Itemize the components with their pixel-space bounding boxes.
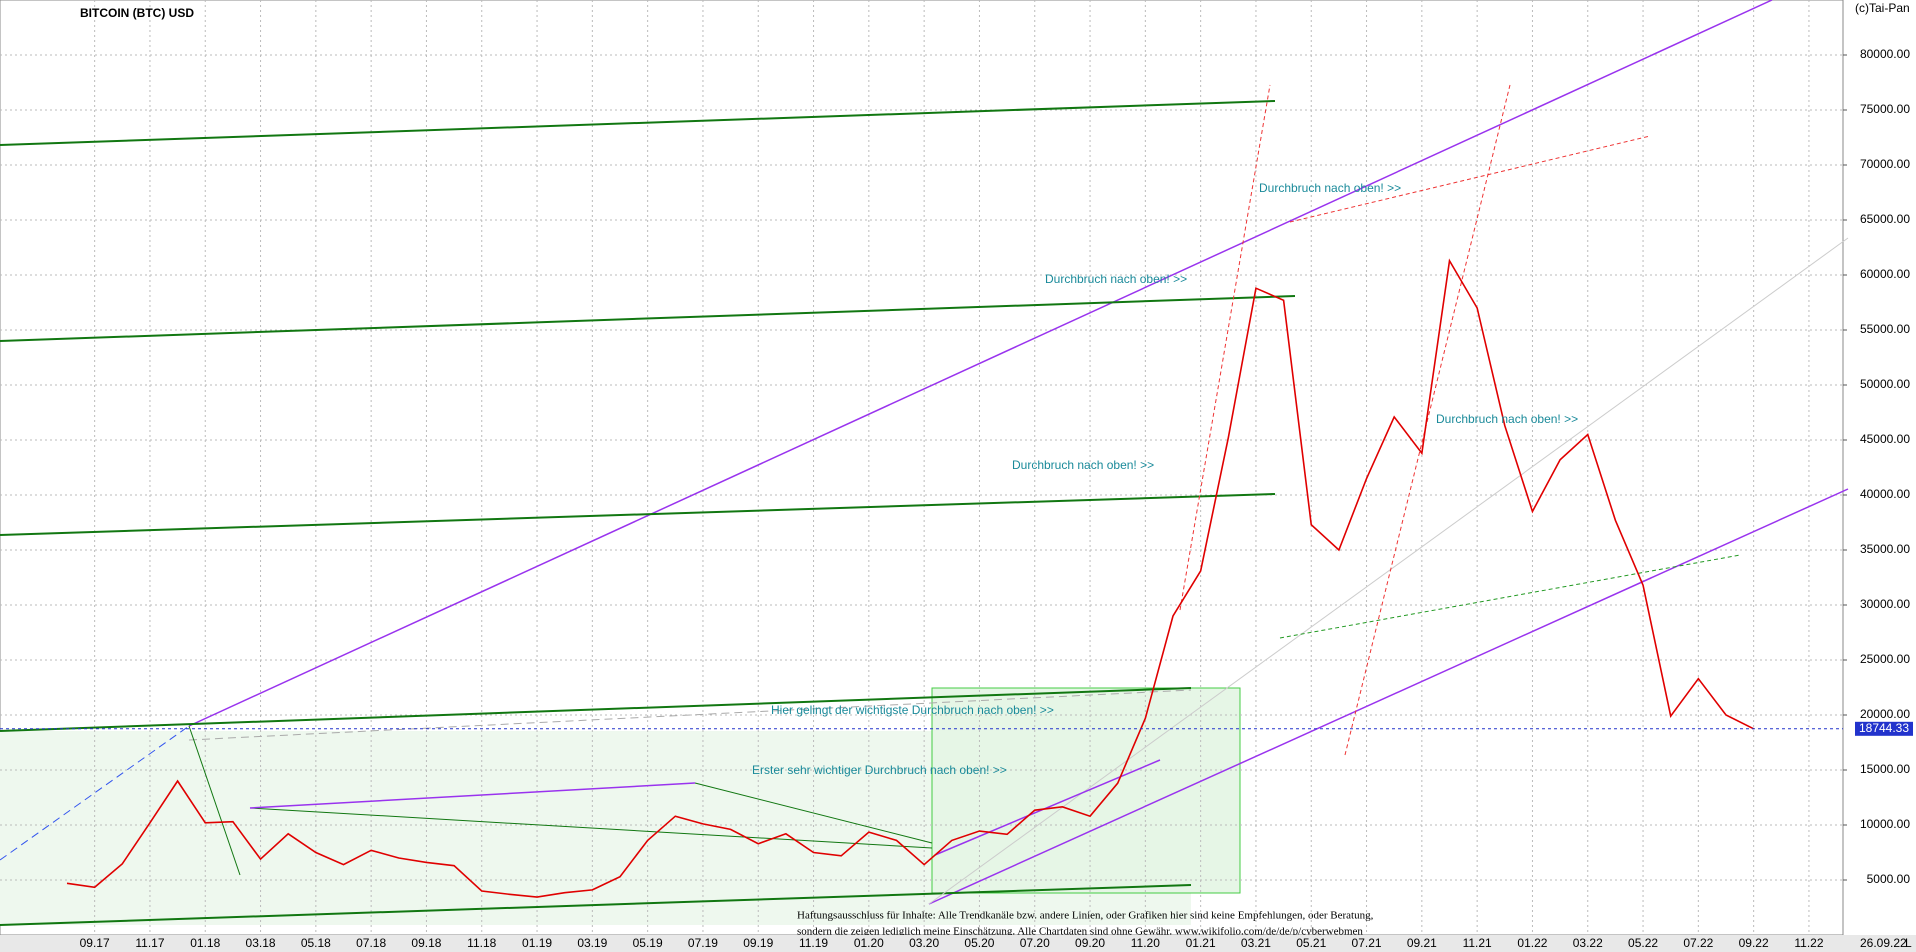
x-tick-label: 11.18	[467, 936, 496, 950]
chart-title: BITCOIN (BTC) USD	[80, 6, 194, 20]
x-tick-label: 09.18	[411, 936, 441, 950]
grid	[0, 0, 1843, 935]
trendlines	[0, 0, 1849, 926]
y-tick-label: 25000.00	[1860, 652, 1910, 666]
x-tick-label: 09.22	[1739, 936, 1769, 950]
x-tick-label: 05.20	[964, 936, 994, 950]
trendline	[1279, 554, 1741, 639]
trendline	[188, 0, 1773, 727]
y-tick-label: 20000.00	[1860, 707, 1910, 721]
trendline	[934, 759, 1161, 856]
annotations: Durchbruch nach oben! >> Durchbruch nach…	[752, 181, 1578, 937]
y-tick-label: 30000.00	[1860, 597, 1910, 611]
trendline	[928, 488, 1849, 905]
x-tick-label: 09.20	[1075, 936, 1105, 950]
trendline	[694, 782, 933, 844]
trendline	[1344, 84, 1511, 756]
x-tick-label: 11.21	[1463, 936, 1492, 950]
x-tick-label: 11.20	[1131, 936, 1160, 950]
x-tick-label: 09.21	[1407, 936, 1437, 950]
x-tick-label: 07.18	[356, 936, 386, 950]
last-price-box	[1855, 721, 1913, 736]
x-tick-label: 01.19	[522, 936, 552, 950]
x-tick-label: 09.17	[80, 936, 110, 950]
x-tick-label: 03.19	[577, 936, 607, 950]
y-tick-label: 55000.00	[1860, 322, 1910, 336]
last-price-label: 18744.33	[1859, 721, 1909, 735]
annotation: Durchbruch nach oben! >>	[1012, 458, 1154, 472]
copyright: (c)Tai-Pan	[1855, 1, 1910, 15]
x-tick-label: 03.22	[1573, 936, 1603, 950]
price-line	[66, 258, 1755, 898]
y-tick-label: 70000.00	[1860, 157, 1910, 171]
annotation: Durchbruch nach oben! >>	[1259, 181, 1401, 195]
trendline	[0, 687, 1192, 732]
x-tick-label: 01.22	[1517, 936, 1547, 950]
series-layer	[66, 258, 1755, 898]
trendline	[249, 807, 933, 849]
x-tick-label: 07.21	[1352, 936, 1382, 950]
annotation: Durchbruch nach oben! >>	[1045, 272, 1187, 286]
x-tick-label: 09.19	[743, 936, 773, 950]
x-tick-label: 05.18	[301, 936, 331, 950]
x-tick-label: 07.20	[1020, 936, 1050, 950]
trendline	[1289, 135, 1651, 223]
y-tick-label: 45000.00	[1860, 432, 1910, 446]
annotation: Durchbruch nach oben! >>	[1436, 412, 1578, 426]
y-tick-label: 5000.00	[1867, 872, 1911, 886]
annotation: Erster sehr wichtiger Durchbruch nach ob…	[752, 763, 1007, 777]
disclaimer: sondern die zeigen lediglich meine Einsc…	[797, 926, 1363, 938]
trendline	[1179, 84, 1271, 611]
annotation: Hier gelingt der wichtigste Durchbruch n…	[771, 703, 1054, 717]
y-tick-label: 10000.00	[1860, 817, 1910, 831]
trendline	[0, 493, 1276, 536]
x-tick-label: 05.19	[633, 936, 663, 950]
x-tick-label: 03.20	[909, 936, 939, 950]
y-tick-label: 75000.00	[1860, 102, 1910, 116]
y-tick-label: 35000.00	[1860, 542, 1910, 556]
trendline	[0, 100, 1276, 146]
date-label: 26.09.22	[1860, 936, 1907, 950]
trendline	[188, 689, 1192, 741]
x-tick-label: 05.22	[1628, 936, 1658, 950]
trendline	[0, 884, 1192, 926]
trendline	[0, 295, 1296, 342]
y-tick-label: 15000.00	[1860, 762, 1910, 776]
trendline	[249, 782, 696, 809]
x-tick-label: 11.22	[1794, 936, 1823, 950]
x-tick-label: 03.21	[1241, 936, 1271, 950]
x-tick-label: 01.21	[1186, 936, 1216, 950]
y-tick-label: 60000.00	[1860, 267, 1910, 281]
x-tick-label: 07.22	[1683, 936, 1713, 950]
y-tick-label: 65000.00	[1860, 212, 1910, 226]
x-tick-label: 11.17	[135, 936, 164, 950]
x-tick-label: 01.20	[854, 936, 884, 950]
y-tick-label: 40000.00	[1860, 487, 1910, 501]
disclaimer: Haftungsausschluss für Inhalte: Alle Tre…	[797, 910, 1374, 922]
x-tick-label: 01.18	[190, 936, 220, 950]
axis-marker: L	[1905, 936, 1912, 950]
y-tick-label: 80000.00	[1860, 47, 1910, 61]
x-tick-label: 07.19	[688, 936, 718, 950]
x-tick-label: 05.21	[1296, 936, 1326, 950]
y-tick-label: 50000.00	[1860, 377, 1910, 391]
x-tick-label: 11.19	[799, 936, 828, 950]
x-tick-label: 03.18	[246, 936, 276, 950]
trendline	[188, 725, 241, 876]
x-axis-strip	[0, 935, 1916, 952]
